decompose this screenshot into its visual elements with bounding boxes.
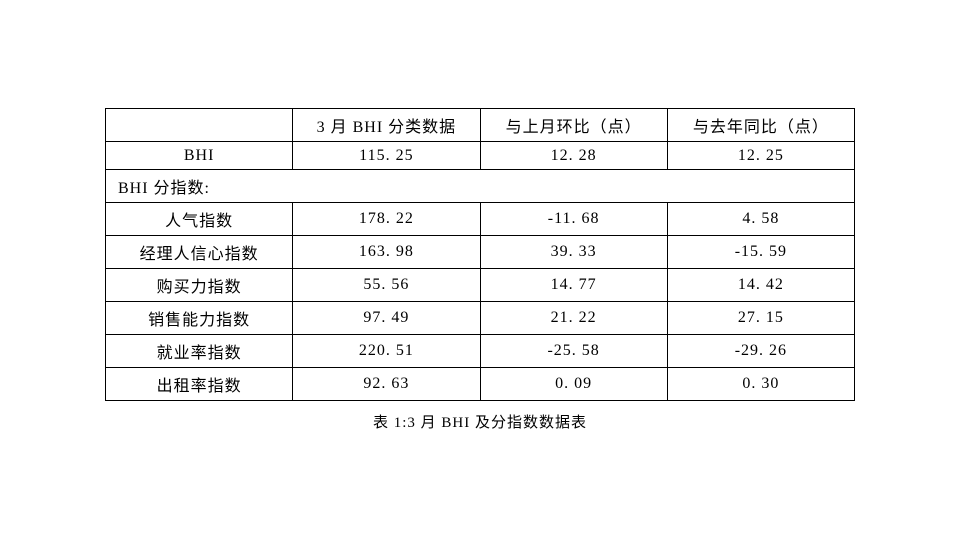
row-yoy: 4. 58 <box>667 203 854 236</box>
row-data: 92. 63 <box>293 368 480 401</box>
row-yoy: 0. 30 <box>667 368 854 401</box>
row-mom: 0. 09 <box>480 368 667 401</box>
row-yoy: 14. 42 <box>667 269 854 302</box>
row-data: 178. 22 <box>293 203 480 236</box>
table-container: 3 月 BHI 分类数据 与上月环比（点） 与去年同比（点） BHI 115. … <box>105 108 855 432</box>
row-mom: -25. 58 <box>480 335 667 368</box>
bhi-mom: 12. 28 <box>480 142 667 170</box>
bhi-yoy: 12. 25 <box>667 142 854 170</box>
row-data: 220. 51 <box>293 335 480 368</box>
row-yoy: -29. 26 <box>667 335 854 368</box>
row-label: 销售能力指数 <box>106 302 293 335</box>
header-yoy: 与去年同比（点） <box>667 109 854 142</box>
table-header-row: 3 月 BHI 分类数据 与上月环比（点） 与去年同比（点） <box>106 109 855 142</box>
header-data: 3 月 BHI 分类数据 <box>293 109 480 142</box>
table-caption: 表 1:3 月 BHI 及分指数数据表 <box>105 411 855 432</box>
row-label: 就业率指数 <box>106 335 293 368</box>
row-data: 163. 98 <box>293 236 480 269</box>
row-mom: 21. 22 <box>480 302 667 335</box>
table-row: 出租率指数 92. 63 0. 09 0. 30 <box>106 368 855 401</box>
row-label: 经理人信心指数 <box>106 236 293 269</box>
row-label: 购买力指数 <box>106 269 293 302</box>
table-row: BHI 115. 25 12. 28 12. 25 <box>106 142 855 170</box>
table-body: BHI 115. 25 12. 28 12. 25 BHI 分指数: 人气指数 … <box>106 142 855 401</box>
table-row: 人气指数 178. 22 -11. 68 4. 58 <box>106 203 855 236</box>
bhi-data: 115. 25 <box>293 142 480 170</box>
row-mom: 39. 33 <box>480 236 667 269</box>
table-row: 就业率指数 220. 51 -25. 58 -29. 26 <box>106 335 855 368</box>
table-row: 销售能力指数 97. 49 21. 22 27. 15 <box>106 302 855 335</box>
row-mom: 14. 77 <box>480 269 667 302</box>
section-header: BHI 分指数: <box>106 170 855 203</box>
table-row: 经理人信心指数 163. 98 39. 33 -15. 59 <box>106 236 855 269</box>
table-section-row: BHI 分指数: <box>106 170 855 203</box>
row-yoy: 27. 15 <box>667 302 854 335</box>
row-mom: -11. 68 <box>480 203 667 236</box>
bhi-data-table: 3 月 BHI 分类数据 与上月环比（点） 与去年同比（点） BHI 115. … <box>105 108 855 401</box>
row-label: 出租率指数 <box>106 368 293 401</box>
header-empty <box>106 109 293 142</box>
row-data: 55. 56 <box>293 269 480 302</box>
bhi-label: BHI <box>106 142 293 170</box>
row-data: 97. 49 <box>293 302 480 335</box>
row-yoy: -15. 59 <box>667 236 854 269</box>
table-row: 购买力指数 55. 56 14. 77 14. 42 <box>106 269 855 302</box>
header-mom: 与上月环比（点） <box>480 109 667 142</box>
row-label: 人气指数 <box>106 203 293 236</box>
